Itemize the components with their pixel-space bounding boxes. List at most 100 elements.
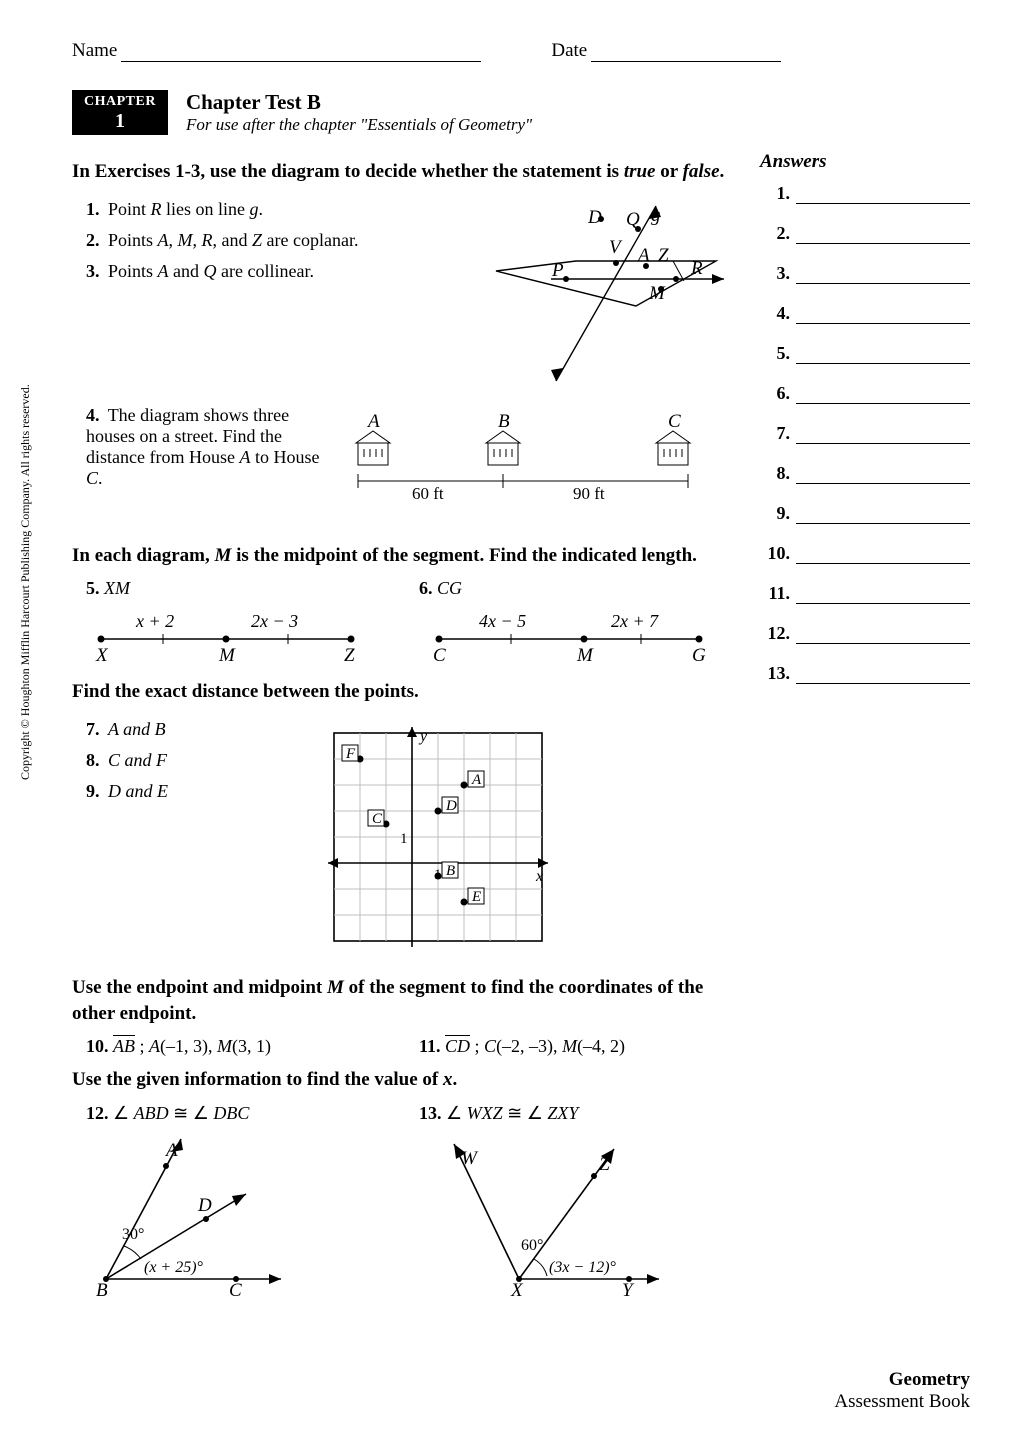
name-label: Name bbox=[72, 40, 117, 62]
svg-text:M: M bbox=[576, 645, 594, 666]
q1: 1. Point R lies on line g. bbox=[86, 199, 456, 220]
q4-block: 4. The diagram shows three houses on a s… bbox=[72, 405, 736, 535]
q2-text: Points A, M, R, and Z are coplanar. bbox=[108, 230, 359, 250]
svg-text:y: y bbox=[418, 728, 428, 745]
q5-label: XM bbox=[104, 578, 130, 598]
svg-text:x: x bbox=[535, 868, 543, 885]
q4: 4. The diagram shows three houses on a s… bbox=[86, 405, 326, 489]
answer-blank[interactable] bbox=[796, 345, 970, 364]
svg-text:Z: Z bbox=[599, 1154, 610, 1175]
svg-text:B: B bbox=[446, 863, 455, 879]
q10-11-row: 10. AB ; A(–1, 3), M(3, 1) 11. CD ; C(–2… bbox=[86, 1036, 736, 1057]
svg-text:C: C bbox=[668, 411, 681, 432]
answer-blank[interactable] bbox=[796, 305, 970, 324]
answer-blank[interactable] bbox=[796, 665, 970, 684]
answers-list: 1.2.3.4.5.6.7.8.9.10.11.12.13. bbox=[760, 183, 970, 684]
q5-6-row: 5. XM x + 2 2x − 3 X M Z 6. CG bbox=[86, 578, 736, 669]
answer-row-6: 6. bbox=[760, 383, 970, 404]
q4-text: The diagram shows three houses on a stre… bbox=[86, 405, 319, 488]
chapter-header: CHAPTER 1 Chapter Test B For use after t… bbox=[30, 90, 970, 135]
svg-text:(3x − 12)°: (3x − 12)° bbox=[549, 1259, 617, 1276]
answer-number: 7. bbox=[760, 423, 790, 444]
q1-3-block: 1. Point R lies on line g. 2. Points A, … bbox=[72, 195, 736, 405]
answer-row-11: 11. bbox=[760, 583, 970, 604]
q7: 7. A and B bbox=[86, 719, 312, 740]
s1-false: false bbox=[683, 161, 720, 182]
name-line[interactable] bbox=[121, 40, 481, 62]
svg-text:A: A bbox=[636, 245, 650, 266]
svg-text:G: G bbox=[692, 645, 706, 666]
answer-blank[interactable] bbox=[796, 265, 970, 284]
s1-period: . bbox=[720, 161, 725, 182]
q8: 8. C and F bbox=[86, 750, 312, 771]
answer-blank[interactable] bbox=[796, 185, 970, 204]
answer-row-9: 9. bbox=[760, 503, 970, 524]
footer-subtitle: Assessment Book bbox=[30, 1391, 970, 1413]
section-1-head: In Exercises 1-3, use the diagram to dec… bbox=[72, 159, 736, 185]
answer-row-10: 10. bbox=[760, 543, 970, 564]
svg-text:F: F bbox=[345, 746, 356, 762]
answer-blank[interactable] bbox=[796, 225, 970, 244]
q8-text: C and F bbox=[108, 750, 167, 770]
svg-text:A: A bbox=[366, 411, 380, 432]
svg-text:P: P bbox=[551, 260, 564, 281]
svg-text:30°: 30° bbox=[122, 1226, 144, 1243]
answer-number: 11. bbox=[760, 583, 790, 604]
answer-blank[interactable] bbox=[796, 465, 970, 484]
answer-blank[interactable] bbox=[796, 545, 970, 564]
svg-text:Z: Z bbox=[658, 245, 669, 266]
answer-blank[interactable] bbox=[796, 385, 970, 404]
chapter-badge-label: CHAPTER bbox=[84, 94, 156, 110]
svg-text:D: D bbox=[445, 798, 457, 814]
left-column: In Exercises 1-3, use the diagram to dec… bbox=[30, 151, 736, 1309]
svg-text:V: V bbox=[609, 237, 623, 258]
answer-blank[interactable] bbox=[796, 625, 970, 644]
answer-row-1: 1. bbox=[760, 183, 970, 204]
svg-text:C: C bbox=[433, 645, 446, 666]
answer-number: 8. bbox=[760, 463, 790, 484]
chapter-subtitle: For use after the chapter "Essentials of… bbox=[186, 115, 532, 135]
svg-text:X: X bbox=[95, 645, 109, 666]
answer-blank[interactable] bbox=[796, 505, 970, 524]
answer-blank[interactable] bbox=[796, 585, 970, 604]
diagram-1: D Q g V A Z R P M bbox=[466, 201, 736, 391]
answer-row-8: 8. bbox=[760, 463, 970, 484]
answer-number: 6. bbox=[760, 383, 790, 404]
svg-text:D: D bbox=[587, 207, 602, 228]
svg-text:Y: Y bbox=[622, 1280, 635, 1299]
svg-text:X: X bbox=[510, 1280, 524, 1299]
main-two-col: In Exercises 1-3, use the diagram to dec… bbox=[30, 151, 970, 1309]
svg-text:60°: 60° bbox=[521, 1237, 543, 1254]
chapter-titles: Chapter Test B For use after the chapter… bbox=[186, 90, 532, 135]
q11: 11. CD ; C(–2, –3), M(–4, 2) bbox=[419, 1036, 736, 1057]
q10: 10. AB ; A(–1, 3), M(3, 1) bbox=[86, 1036, 403, 1057]
q2: 2. Points A, M, R, and Z are coplanar. bbox=[86, 230, 456, 251]
section-5-head: Use the given information to find the va… bbox=[72, 1067, 736, 1093]
answer-number: 9. bbox=[760, 503, 790, 524]
q1-text: Point R lies on line g. bbox=[108, 199, 263, 219]
svg-text:g: g bbox=[651, 205, 661, 226]
copyright-text: Copyright © Houghton Mifflin Harcourt Pu… bbox=[18, 384, 33, 780]
q10-text: AB ; A(–1, 3), M(3, 1) bbox=[113, 1036, 271, 1056]
chapter-badge: CHAPTER 1 bbox=[72, 90, 168, 135]
answer-row-3: 3. bbox=[760, 263, 970, 284]
q13-text: ∠ WXZ ≅ ∠ ZXY bbox=[446, 1103, 578, 1123]
house-b-icon bbox=[486, 431, 520, 465]
answer-number: 12. bbox=[760, 623, 790, 644]
answers-heading: Answers bbox=[760, 151, 970, 173]
answer-row-4: 4. bbox=[760, 303, 970, 324]
q7-9-block: 7. A and B 8. C and F 9. D and E yx11FAD… bbox=[72, 715, 736, 967]
answer-blank[interactable] bbox=[796, 425, 970, 444]
chapter-badge-number: 1 bbox=[84, 110, 156, 133]
section-4-head: Use the endpoint and midpoint M of the s… bbox=[72, 975, 736, 1026]
s1-true: true bbox=[624, 161, 656, 182]
svg-text:x + 2: x + 2 bbox=[135, 611, 174, 631]
q7-text: A and B bbox=[108, 719, 166, 739]
svg-text:2x − 3: 2x − 3 bbox=[251, 611, 298, 631]
section-3-head: Find the exact distance between the poin… bbox=[72, 679, 736, 705]
date-line[interactable] bbox=[591, 40, 781, 62]
answers-column: Answers 1.2.3.4.5.6.7.8.9.10.11.12.13. bbox=[760, 151, 970, 703]
q9-text: D and E bbox=[108, 781, 168, 801]
q5: 5. XM x + 2 2x − 3 X M Z bbox=[86, 578, 403, 669]
svg-text:M: M bbox=[218, 645, 236, 666]
